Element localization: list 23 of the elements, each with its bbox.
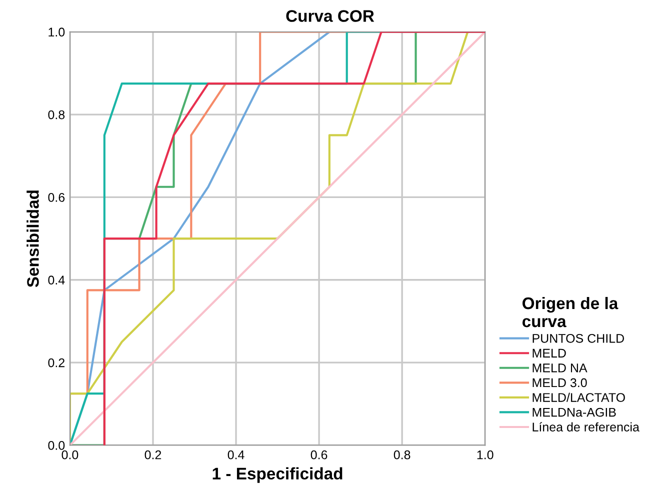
x-axis-title: 1 - Especificidad — [212, 467, 342, 483]
y-axis-title: Sensibilidad — [26, 190, 39, 288]
legend-label: MELD 3.0 — [532, 378, 587, 388]
x-tick-label: 0.6 — [310, 450, 328, 460]
legend-label: MELD NA — [532, 364, 588, 372]
x-tick-label: 1.0 — [477, 450, 494, 460]
chart-title: Curva COR — [286, 10, 374, 22]
legend-label: PUNTOS CHILD — [532, 334, 624, 343]
legend-label: MELD/LACTATO — [532, 392, 625, 402]
x-tick-label: 0.0 — [62, 450, 78, 460]
legend-label: MELDNa-AGIB — [532, 408, 616, 417]
y-tick-label: 0.4 — [48, 276, 65, 285]
y-tick-label: 0.6 — [48, 193, 65, 202]
x-tick-label: 0.2 — [144, 450, 162, 460]
y-tick-label: 0.8 — [48, 110, 65, 120]
y-tick-label: 0.0 — [48, 441, 65, 450]
y-tick-label: 0.2 — [48, 358, 64, 368]
legend-title: Origen de la curva — [522, 296, 618, 328]
legend-label: MELD — [532, 348, 566, 358]
x-tick-label: 0.4 — [228, 450, 244, 460]
legend-label: Línea de referencia — [532, 422, 640, 432]
y-tick-label: 1.0 — [48, 28, 65, 37]
x-tick-label: 0.8 — [394, 450, 410, 460]
